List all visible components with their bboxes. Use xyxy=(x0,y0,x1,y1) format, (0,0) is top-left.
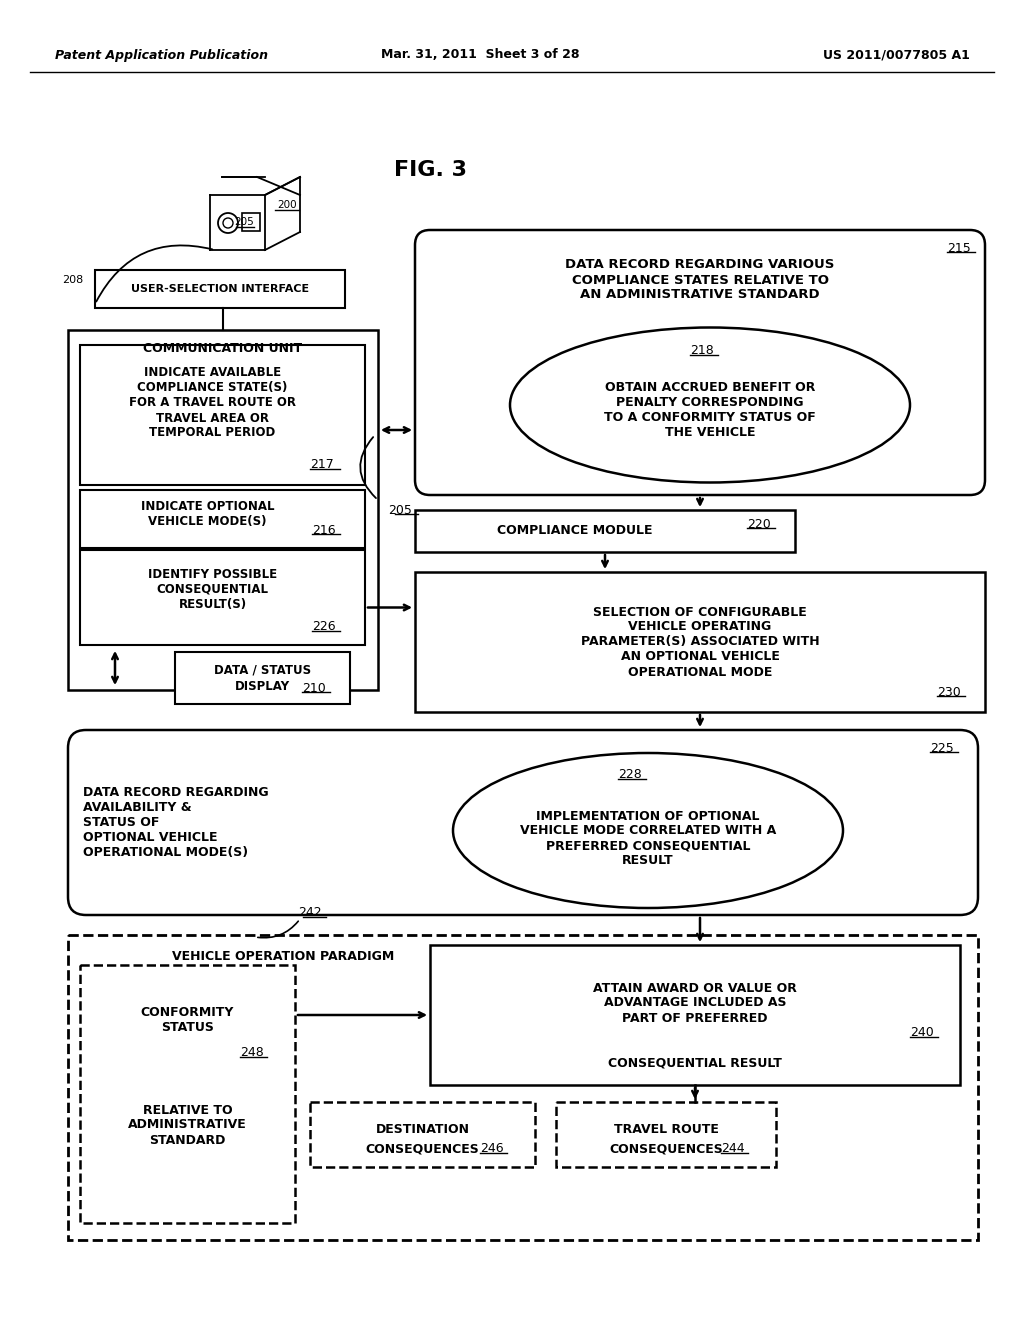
Ellipse shape xyxy=(453,752,843,908)
Text: 205: 205 xyxy=(388,503,412,516)
Text: 226: 226 xyxy=(312,620,336,634)
Bar xyxy=(80,965,295,1224)
Text: INDICATE AVAILABLE
COMPLIANCE STATE(S)
FOR A TRAVEL ROUTE OR
TRAVEL AREA OR
TEMP: INDICATE AVAILABLE COMPLIANCE STATE(S) F… xyxy=(129,367,296,440)
FancyBboxPatch shape xyxy=(95,271,345,308)
FancyBboxPatch shape xyxy=(415,572,985,711)
Text: 216: 216 xyxy=(312,524,336,536)
Text: IMPLEMENTATION OF OPTIONAL
VEHICLE MODE CORRELATED WITH A
PREFERRED CONSEQUENTIA: IMPLEMENTATION OF OPTIONAL VEHICLE MODE … xyxy=(520,809,776,867)
Text: DESTINATION: DESTINATION xyxy=(376,1123,469,1137)
Bar xyxy=(68,935,978,1239)
Text: DATA RECORD REGARDING VARIOUS
COMPLIANCE STATES RELATIVE TO
AN ADMINISTRATIVE ST: DATA RECORD REGARDING VARIOUS COMPLIANCE… xyxy=(565,259,835,301)
FancyBboxPatch shape xyxy=(415,230,985,495)
Text: IDENTIFY POSSIBLE
CONSEQUENTIAL
RESULT(S): IDENTIFY POSSIBLE CONSEQUENTIAL RESULT(S… xyxy=(147,568,278,611)
Text: CONFORMITY
STATUS: CONFORMITY STATUS xyxy=(141,1006,234,1034)
Text: Patent Application Publication: Patent Application Publication xyxy=(55,49,268,62)
FancyBboxPatch shape xyxy=(242,213,260,231)
Text: 225: 225 xyxy=(930,742,953,755)
Text: 240: 240 xyxy=(910,1027,934,1040)
Text: DISPLAY: DISPLAY xyxy=(234,681,290,693)
Text: RELATIVE TO
ADMINISTRATIVE
STANDARD: RELATIVE TO ADMINISTRATIVE STANDARD xyxy=(128,1104,247,1147)
Text: 215: 215 xyxy=(947,242,971,255)
FancyBboxPatch shape xyxy=(80,550,365,645)
Text: US 2011/0077805 A1: US 2011/0077805 A1 xyxy=(823,49,970,62)
Text: USER-SELECTION INTERFACE: USER-SELECTION INTERFACE xyxy=(131,284,309,294)
Text: DATA RECORD REGARDING
AVAILABILITY &
STATUS OF
OPTIONAL VEHICLE
OPERATIONAL MODE: DATA RECORD REGARDING AVAILABILITY & STA… xyxy=(83,785,268,859)
FancyBboxPatch shape xyxy=(175,652,350,704)
Text: 244: 244 xyxy=(721,1143,744,1155)
Text: CONSEQUENCES: CONSEQUENCES xyxy=(609,1143,723,1155)
Text: INDICATE OPTIONAL
VEHICLE MODE(S): INDICATE OPTIONAL VEHICLE MODE(S) xyxy=(140,500,274,528)
Text: 220: 220 xyxy=(746,517,771,531)
Text: SELECTION OF CONFIGURABLE
VEHICLE OPERATING
PARAMETER(S) ASSOCIATED WITH
AN OPTI: SELECTION OF CONFIGURABLE VEHICLE OPERAT… xyxy=(581,606,819,678)
Bar xyxy=(556,1102,776,1167)
FancyBboxPatch shape xyxy=(415,510,795,552)
Text: 248: 248 xyxy=(240,1047,264,1060)
Text: 228: 228 xyxy=(618,768,642,781)
Text: CONSEQUENTIAL RESULT: CONSEQUENTIAL RESULT xyxy=(608,1056,782,1069)
Text: 242: 242 xyxy=(298,907,322,920)
Text: 210: 210 xyxy=(302,681,326,694)
Text: 208: 208 xyxy=(62,275,84,285)
Text: 217: 217 xyxy=(310,458,334,471)
Text: FIG. 3: FIG. 3 xyxy=(393,160,467,180)
Text: ATTAIN AWARD OR VALUE OR
ADVANTAGE INCLUDED AS
PART OF PREFERRED: ATTAIN AWARD OR VALUE OR ADVANTAGE INCLU… xyxy=(593,982,797,1024)
Bar xyxy=(310,1102,535,1167)
Text: CONSEQUENCES: CONSEQUENCES xyxy=(366,1143,479,1155)
FancyBboxPatch shape xyxy=(68,330,378,690)
Text: 246: 246 xyxy=(480,1143,504,1155)
Text: COMMUNICATION UNIT: COMMUNICATION UNIT xyxy=(143,342,302,355)
Text: TRAVEL ROUTE: TRAVEL ROUTE xyxy=(613,1123,719,1137)
Text: OBTAIN ACCRUED BENEFIT OR
PENALTY CORRESPONDING
TO A CONFORMITY STATUS OF
THE VE: OBTAIN ACCRUED BENEFIT OR PENALTY CORRES… xyxy=(604,381,816,440)
FancyBboxPatch shape xyxy=(80,345,365,484)
Text: DATA / STATUS: DATA / STATUS xyxy=(214,664,311,676)
Text: 205: 205 xyxy=(234,216,254,227)
Text: 230: 230 xyxy=(937,685,961,698)
Text: VEHICLE OPERATION PARADIGM: VEHICLE OPERATION PARADIGM xyxy=(172,950,394,964)
FancyBboxPatch shape xyxy=(80,490,365,548)
Text: Mar. 31, 2011  Sheet 3 of 28: Mar. 31, 2011 Sheet 3 of 28 xyxy=(381,49,580,62)
FancyBboxPatch shape xyxy=(430,945,961,1085)
FancyBboxPatch shape xyxy=(68,730,978,915)
Text: COMPLIANCE MODULE: COMPLIANCE MODULE xyxy=(498,524,652,537)
Text: 218: 218 xyxy=(690,343,714,356)
Ellipse shape xyxy=(510,327,910,483)
Text: 200: 200 xyxy=(278,201,297,210)
